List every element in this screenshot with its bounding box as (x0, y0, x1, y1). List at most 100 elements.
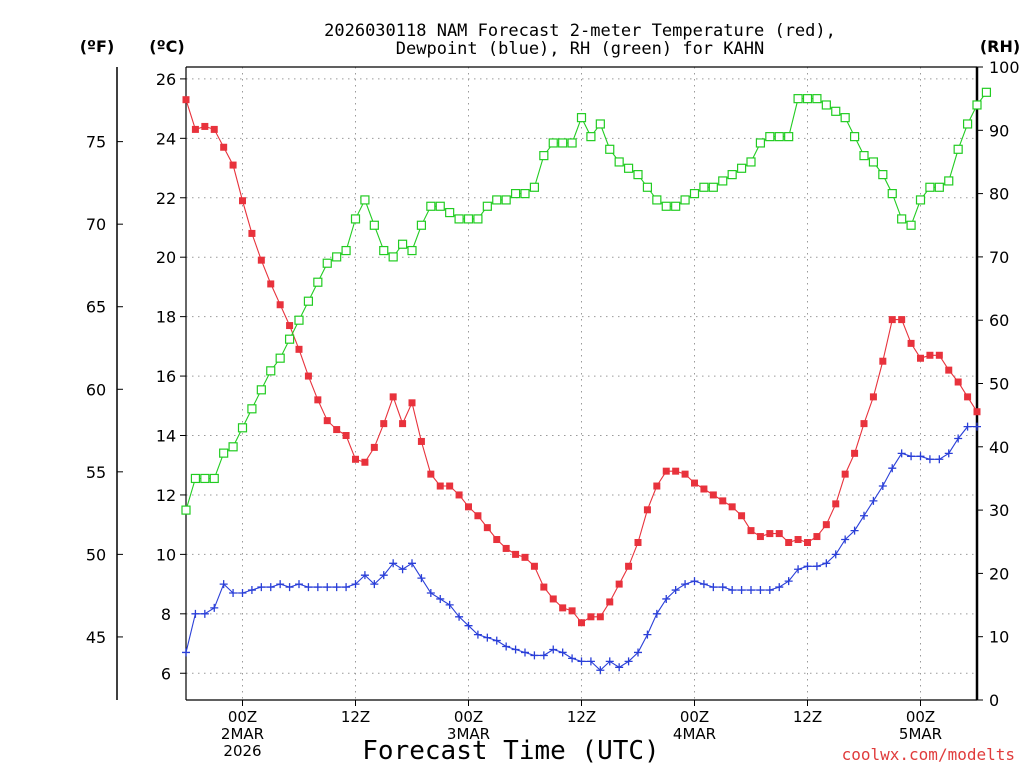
temperature-point (446, 482, 454, 490)
rh-point (397, 239, 408, 249)
dewpoint-point (907, 452, 916, 461)
temperature-point (257, 256, 265, 264)
rh-point (209, 473, 219, 484)
dewpoint-point (822, 559, 831, 568)
dewpoint-point (266, 583, 275, 592)
rh-tick-label: 0 (989, 691, 999, 710)
rh-tick-label: 20 (989, 564, 1009, 583)
temperature-point (860, 420, 868, 428)
dewpoint-point (511, 645, 520, 654)
rh-point (784, 132, 794, 142)
rh-point (661, 201, 671, 211)
temperature-point (474, 512, 482, 520)
dewpoint-point (888, 464, 897, 473)
rh-point (595, 119, 605, 129)
dewpoint-point (313, 583, 322, 592)
temperature-point (352, 455, 359, 463)
celsius-tick-label: 24 (156, 129, 176, 148)
fahrenheit-tick-label: 50 (86, 545, 106, 564)
rh-point (614, 157, 624, 167)
series-temperature (182, 96, 981, 627)
rh-point (247, 404, 257, 414)
time-tick-label: 12Z (793, 708, 822, 726)
dewpoint-point (963, 422, 972, 431)
dewpoint-point (200, 609, 209, 618)
rh-point (341, 245, 351, 256)
time-tick-label: 12Z (341, 708, 370, 726)
dewpoint-point (699, 580, 708, 589)
rh-point (821, 100, 831, 110)
dewpoint-point (464, 621, 473, 630)
dewpoint-point (379, 571, 388, 580)
rh-point (463, 214, 474, 224)
dewpoint-point (812, 562, 821, 571)
rh-point (379, 245, 389, 256)
dewpoint-point (605, 657, 614, 666)
temperature-point (427, 470, 435, 478)
rh-tick-label: 40 (989, 438, 1009, 457)
rh-point (237, 423, 248, 433)
fahrenheit-unit-label: (ºF) (80, 37, 115, 56)
temperature-point (964, 393, 972, 401)
time-tick-date: 2MAR (221, 725, 264, 743)
temperature-point (841, 470, 849, 478)
temperature-point (540, 583, 548, 591)
rh-point (802, 94, 813, 104)
dewpoint-point (794, 565, 803, 574)
rh-point (953, 144, 963, 154)
dewpoint-point (539, 651, 548, 660)
dewpoint-point (615, 663, 624, 672)
rh-point (633, 170, 643, 180)
temperature-point (869, 393, 877, 401)
credit-text[interactable]: coolwx.com/modelts (842, 745, 1015, 764)
rh-point (793, 94, 803, 104)
dewpoint-point (973, 422, 981, 431)
dewpoint-point (652, 609, 661, 618)
chart-title-line1: 2026030118 NAM Forecast 2-meter Temperat… (324, 21, 836, 41)
dewpoint-point (408, 559, 416, 568)
temperature-point (615, 580, 623, 588)
temperature-point (455, 491, 463, 499)
dewpoint-point (577, 657, 586, 666)
dewpoint-point (502, 642, 511, 651)
temperature-point (389, 393, 397, 401)
rh-point (755, 138, 766, 148)
temperature-point (578, 619, 585, 627)
temperature-point (512, 550, 520, 558)
temperature-point (747, 527, 755, 535)
temperature-point (785, 538, 793, 546)
rh-point (228, 442, 238, 452)
series-dewpoint (182, 422, 981, 675)
dewpoint-point (878, 482, 887, 491)
time-tick-label: 12Z (567, 708, 596, 726)
temperature-point (822, 521, 830, 529)
temperature-point (907, 339, 915, 347)
temperature-point (851, 449, 859, 457)
temperature-point (832, 500, 840, 508)
temperature-point (239, 197, 246, 205)
rh-point (915, 195, 926, 205)
temperature-point (465, 503, 472, 511)
temperature-point (954, 378, 962, 386)
dewpoint-point (238, 589, 247, 598)
rh-point (313, 277, 323, 287)
rh-point (548, 138, 558, 148)
dewpoint-point (681, 580, 690, 589)
celsius-tick-label: 10 (156, 545, 176, 564)
temperature-point (267, 280, 275, 288)
temperature-point (935, 351, 943, 359)
rh-point (492, 195, 502, 205)
dewpoint-point (558, 648, 567, 657)
celsius-tick-label: 6 (161, 664, 171, 683)
rh-point (652, 195, 662, 205)
rh-point (774, 132, 784, 142)
celsius-axis-ticks: 6 8 10 12 14 16 18 20 22 24 26 (156, 70, 186, 683)
temperature-point (662, 467, 670, 475)
fahrenheit-tick-label: 60 (86, 380, 106, 399)
temperature-point (766, 530, 774, 538)
rh-point (539, 151, 549, 161)
dewpoint-point (728, 586, 737, 595)
fahrenheit-tick-label: 65 (86, 298, 106, 317)
rh-point (727, 170, 737, 180)
